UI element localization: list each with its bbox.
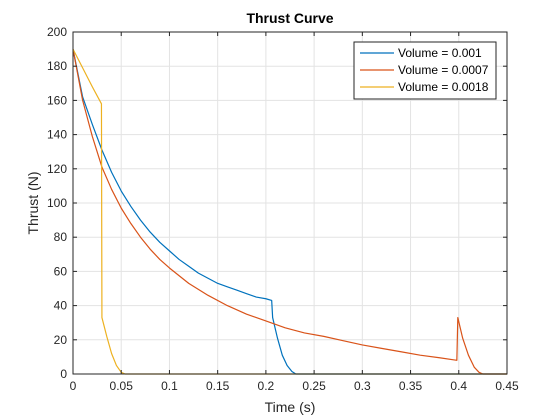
y-tick-label: 180 xyxy=(47,59,67,73)
x-tick-label: 0.1 xyxy=(161,379,178,393)
y-tick-label: 60 xyxy=(54,264,68,278)
x-axis-label: Time (s) xyxy=(265,399,316,415)
y-tick-label: 20 xyxy=(54,333,68,347)
x-tick-label: 0.05 xyxy=(110,379,134,393)
series-line-3 xyxy=(72,48,507,375)
y-tick-label: 80 xyxy=(54,230,68,244)
y-axis-label: Thrust (N) xyxy=(25,172,41,235)
y-tick-label: 160 xyxy=(47,93,67,107)
x-tick-label: 0.15 xyxy=(206,379,230,393)
y-tick-label: 120 xyxy=(47,162,67,176)
series-line-1 xyxy=(72,48,507,375)
x-tick-label: 0.25 xyxy=(302,379,326,393)
legend: Volume = 0.001 Volume = 0.0007 Volume = 0.… xyxy=(353,41,497,100)
x-tick-label: 0.35 xyxy=(399,379,423,393)
legend-entry-label: Volume = 0.0007 xyxy=(398,63,489,77)
x-tick-label: 0.3 xyxy=(354,379,371,393)
y-tick-label: 0 xyxy=(60,367,67,381)
legend-entry-label: Volume = 0.0018 xyxy=(398,80,489,94)
y-tick-label: 200 xyxy=(47,25,67,39)
y-tick-label: 140 xyxy=(47,128,67,142)
series-lines xyxy=(72,48,507,375)
series-line-2 xyxy=(72,48,507,375)
x-tick-label: 0.2 xyxy=(258,379,275,393)
chart-title: Thrust Curve xyxy=(246,10,333,26)
y-tick-label: 40 xyxy=(54,299,68,313)
legend-entry-label: Volume = 0.001 xyxy=(398,46,482,60)
axis-ticks: 0 0.05 0.1 0.15 0.2 0.25 0.3 0.35 0.4 0.45 0 20 40 60… xyxy=(47,25,519,393)
y-tick-label: 100 xyxy=(47,196,67,210)
x-tick-label: 0.4 xyxy=(450,379,467,393)
x-tick-label: 0 xyxy=(70,379,77,393)
x-tick-label: 0.45 xyxy=(495,379,519,393)
